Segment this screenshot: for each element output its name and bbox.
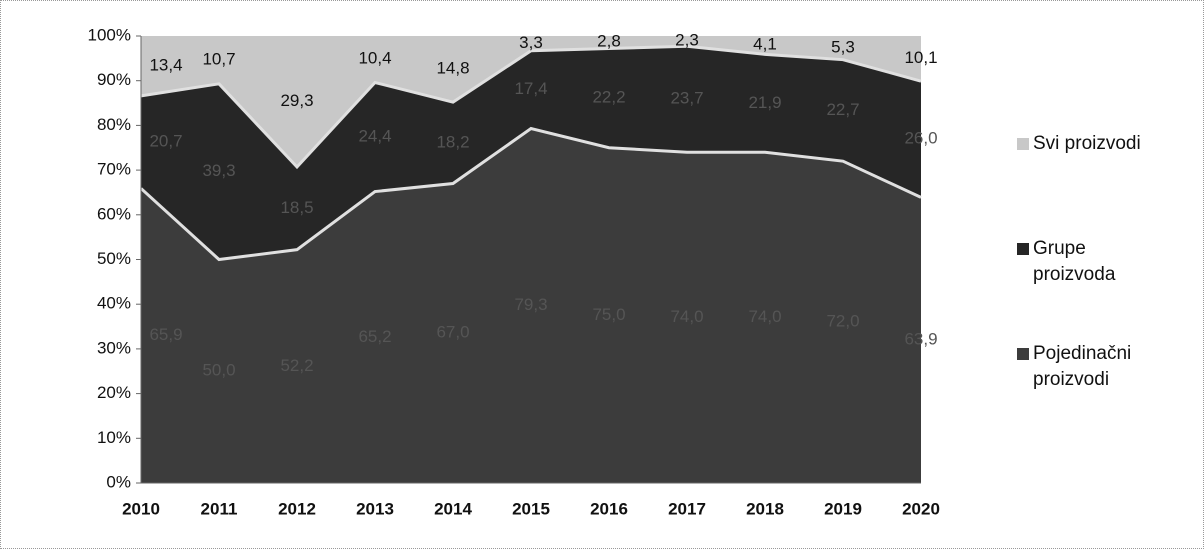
data-label: 24,4 [358,127,391,146]
area [141,36,921,167]
data-label: 22,2 [592,88,625,107]
legend-swatch [1017,138,1029,150]
legend-swatch [1017,243,1029,255]
data-label: 26,0 [904,129,937,148]
data-label: 10,4 [358,49,391,68]
data-label: 10,7 [202,49,235,68]
y-tick-label: 60% [97,204,131,223]
legend-label: Svi proizvodi [1033,133,1141,154]
legend-label: Grupe proizvoda [1033,238,1116,285]
data-label: 72,0 [826,312,859,331]
y-tick-label: 30% [97,338,131,357]
data-label: 2,8 [597,32,621,51]
y-tick-label: 10% [97,428,131,447]
x-tick-label: 2018 [746,499,784,518]
data-label: 79,3 [514,295,547,314]
y-tick-label: 100% [88,25,131,44]
area [141,128,921,483]
y-tick-label: 40% [97,294,131,313]
data-label: 52,2 [280,356,313,375]
data-label: 65,9 [149,325,182,344]
data-label: 50,0 [202,361,235,380]
edge [140,44,922,170]
data-label: 18,5 [280,198,313,217]
data-label: 74,0 [748,307,781,326]
y-tick-label: 80% [97,115,131,134]
data-label: 22,7 [826,100,859,119]
data-label: 63,9 [904,330,937,349]
area [141,46,921,260]
data-label: 5,3 [831,37,855,56]
data-label: 13,4 [149,55,182,74]
data-label: 29,3 [280,91,313,110]
y-tick-label: 70% [97,160,131,179]
x-tick-label: 2014 [434,499,472,518]
x-tick-label: 2016 [590,499,628,518]
x-tick-label: 2017 [668,499,706,518]
y-tick-label: 20% [97,383,131,402]
y-tick-label: 0% [106,472,131,491]
x-tick-label: 2012 [278,499,316,518]
x-tick-label: 2019 [824,499,862,518]
data-label: 39,3 [202,161,235,180]
x-tick-label: 2011 [201,499,238,518]
data-label: 2,3 [675,31,699,50]
data-label: 17,4 [514,79,547,98]
data-label: 14,8 [436,59,469,78]
y-tick-label: 90% [97,70,131,89]
y-tick-label: 50% [97,249,131,268]
x-tick-label: 2015 [512,499,550,518]
data-label: 74,0 [670,307,703,326]
data-label: 65,2 [358,327,391,346]
edge [139,126,922,262]
legend-swatch [1017,348,1029,360]
data-label: 21,9 [748,93,781,112]
x-tick-label: 2010 [122,499,160,518]
data-label: 18,2 [436,132,469,151]
data-label: 67,0 [436,323,469,342]
x-tick-label: 2020 [902,499,940,518]
data-label: 10,1 [904,48,937,67]
data-label: 23,7 [670,89,703,108]
data-label: 3,3 [519,33,543,52]
data-label: 75,0 [592,305,625,324]
legend-label: Pojedinačni proizvodi [1033,343,1132,390]
data-label: 20,7 [149,132,182,151]
x-tick-label: 2013 [356,499,394,518]
data-label: 4,1 [753,35,777,54]
